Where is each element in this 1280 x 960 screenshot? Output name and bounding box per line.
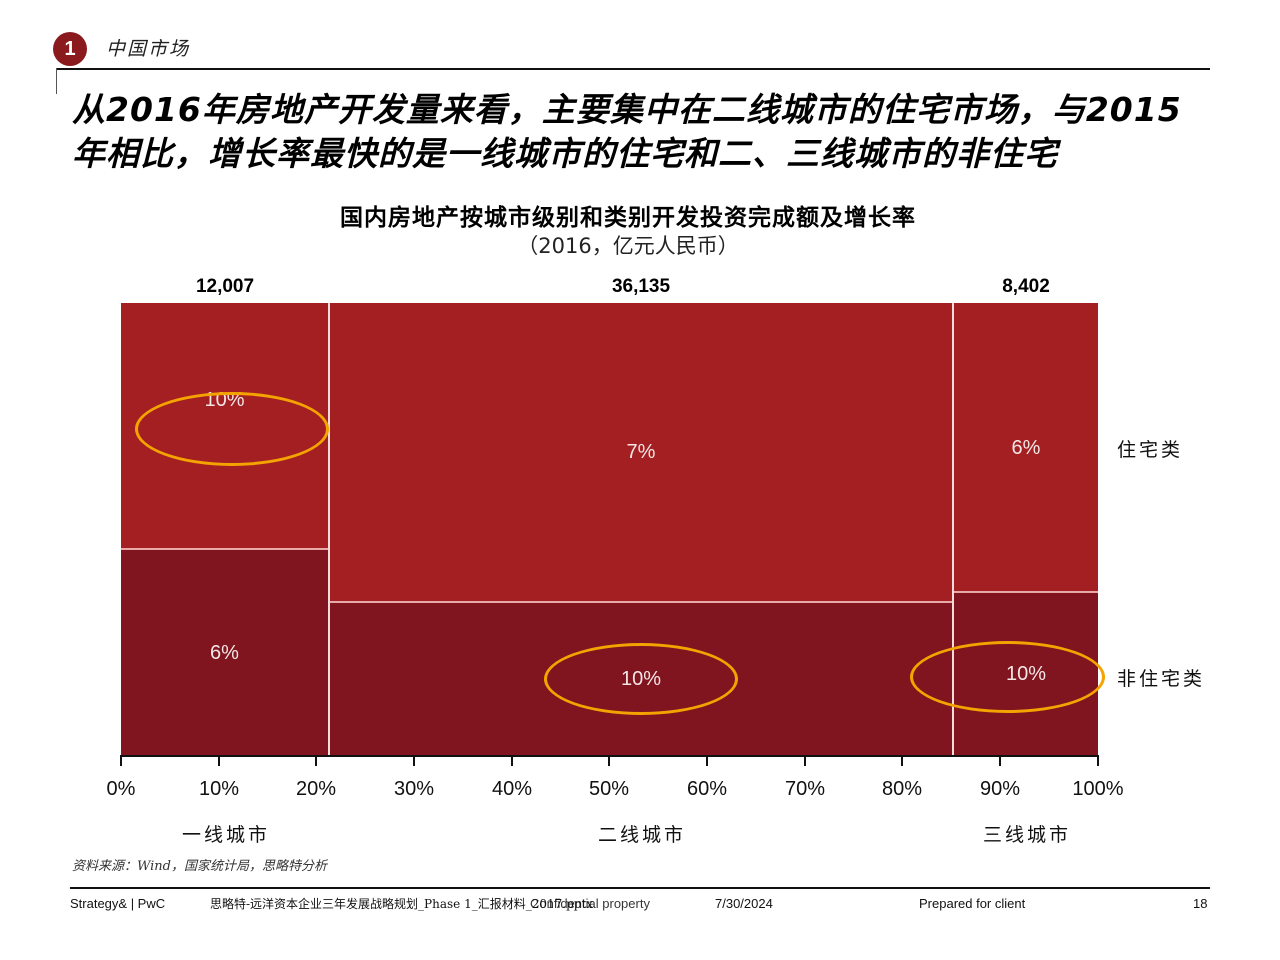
tier1-total: 12,007	[195, 276, 255, 297]
row-separator	[954, 591, 1098, 593]
x-tick	[804, 756, 806, 766]
column-separator	[328, 303, 330, 756]
footer-divider	[70, 887, 1210, 889]
x-tick	[413, 756, 415, 766]
group-label-tier1: 一线城市	[181, 824, 271, 846]
tier2-total: 36,135	[611, 276, 671, 297]
x-tick-label: 20%	[295, 778, 337, 800]
x-tick-label: 50%	[588, 778, 630, 800]
row-separator	[121, 548, 328, 550]
legend-residential: 住宅类	[1117, 439, 1184, 461]
footer-date: 7/30/2024	[715, 896, 773, 911]
x-tick	[511, 756, 513, 766]
footer-prepared-for: Prepared for client	[919, 896, 1026, 911]
x-tick-label: 10%	[198, 778, 240, 800]
group-label-tier3: 三线城市	[982, 824, 1072, 846]
x-tick	[1097, 756, 1099, 766]
x-tick	[608, 756, 610, 766]
x-tick	[706, 756, 708, 766]
footer-brand: Strategy& | PwC	[70, 896, 166, 911]
source-note: 资料来源：Wind，国家统计局，思略特分析	[72, 859, 327, 874]
tier3-nonresidential-value: 10%	[1005, 663, 1047, 685]
x-tick-label: 100%	[1072, 778, 1124, 800]
x-tick-label: 90%	[979, 778, 1021, 800]
x-tick	[218, 756, 220, 766]
x-tick	[901, 756, 903, 766]
chart-subtitle: （2016，亿元人民币）	[517, 234, 739, 258]
x-tick-label: 80%	[881, 778, 923, 800]
x-tick-label: 60%	[686, 778, 728, 800]
section-title: 中国市场	[106, 38, 191, 60]
footer-filename: 思略特-远洋资本企业三年发展战略规划_Phase 1_汇报材料_2017.ppt…	[210, 897, 594, 911]
tier2-residential-value: 7%	[626, 441, 656, 463]
tier3-residential-value: 6%	[1011, 437, 1041, 459]
tier3-nonresidential-cell: 10%	[954, 593, 1098, 756]
column-separator	[952, 303, 954, 756]
slide-headline: 从2016年房地产开发量来看，主要集中在二线城市的住宅市场，与2015年相比，增…	[72, 90, 1182, 173]
header-divider	[56, 68, 1210, 70]
tier3-residential-cell: 6%	[954, 303, 1098, 592]
tier2-nonresidential-cell: 10%	[330, 603, 952, 756]
tier1-nonresidential-cell: 6%	[121, 550, 328, 756]
x-tick-label: 40%	[491, 778, 533, 800]
tier2-residential-cell: 7%	[330, 303, 952, 602]
legend-non-residential: 非住宅类	[1117, 668, 1206, 690]
group-label-tier2: 二线城市	[597, 824, 687, 846]
tier1-nonresidential-value: 6%	[210, 641, 239, 664]
x-tick-label: 30%	[393, 778, 435, 800]
tier2-nonresidential-value: 10%	[620, 668, 662, 690]
chart-title: 国内房地产按城市级别和类别开发投资完成额及增长率	[340, 205, 916, 231]
x-tick-label: 70%	[784, 778, 826, 800]
section-number-badge: 1	[53, 32, 87, 66]
row-separator	[330, 601, 952, 603]
x-tick	[120, 756, 122, 766]
x-tick-label: 0%	[106, 778, 136, 800]
header-left-tick	[56, 68, 57, 94]
footer-page-number: 18	[1193, 896, 1208, 911]
tier1-residential-cell: 10%	[121, 303, 328, 549]
tier3-total: 8,402	[1002, 276, 1050, 297]
tier1-residential-value: 10%	[204, 388, 245, 411]
footer-confidential: Confidential property	[530, 896, 650, 911]
x-tick	[315, 756, 317, 766]
x-tick	[999, 756, 1001, 766]
